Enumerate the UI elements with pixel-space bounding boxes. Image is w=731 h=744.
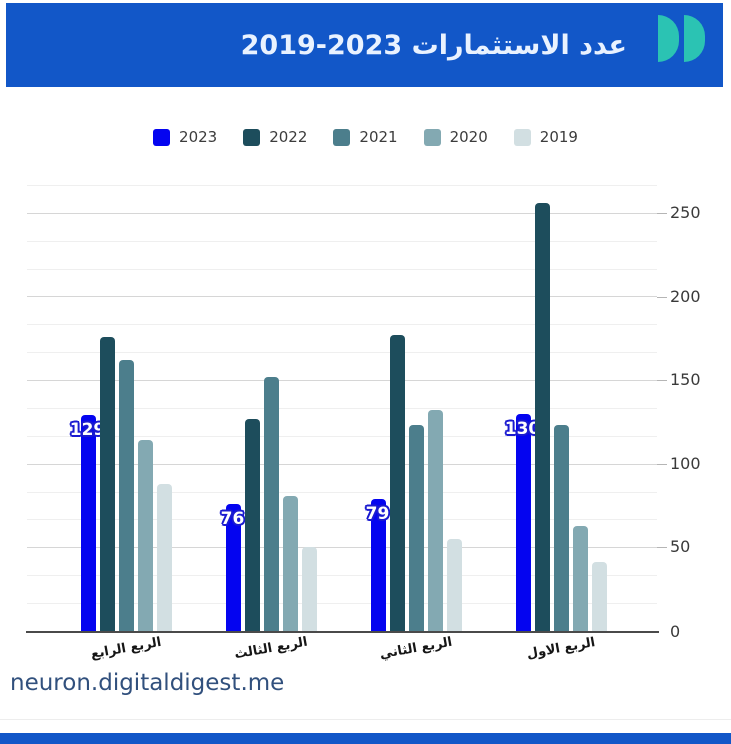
bottom-accent-bar bbox=[0, 733, 731, 744]
y-tick-label: 100 bbox=[670, 453, 701, 473]
bar-2023-الربع الثاني bbox=[370, 498, 386, 631]
legend-item-2022: 2022 bbox=[243, 128, 307, 146]
bar-2020-الربع الرابع bbox=[137, 440, 153, 631]
y-tick bbox=[657, 380, 667, 382]
bar-2021-الربع الرابع bbox=[118, 360, 134, 631]
bar-2020-الربع الثاني bbox=[427, 410, 443, 631]
bar-value-label: 76 bbox=[220, 508, 245, 529]
gridline bbox=[27, 435, 657, 437]
logo-half-disc-right-icon bbox=[684, 15, 705, 62]
gridline bbox=[27, 352, 657, 354]
bar-2019-الربع الثاني bbox=[446, 539, 462, 631]
legend-item-2019: 2019 bbox=[513, 128, 578, 146]
gridline bbox=[27, 463, 657, 465]
y-tick-label: 200 bbox=[670, 286, 701, 306]
legend-item-2023: 2023 bbox=[153, 128, 217, 146]
gridline bbox=[27, 296, 657, 298]
logo-half-disc-left-icon bbox=[658, 15, 679, 62]
y-tick-label: 50 bbox=[670, 537, 691, 557]
y-tick bbox=[657, 212, 667, 214]
bar-2022-الربع الثاني bbox=[389, 334, 405, 631]
bar-value-label: 129 bbox=[69, 420, 106, 441]
legend-label: 2021 bbox=[359, 128, 398, 146]
legend-label: 2023 bbox=[179, 128, 218, 146]
legend-item-2021: 2021 bbox=[333, 128, 398, 146]
x-category-label: الربع الثاني bbox=[378, 634, 454, 663]
gridline bbox=[27, 324, 657, 326]
legend-swatch-icon bbox=[513, 128, 531, 146]
legend-swatch-icon bbox=[333, 128, 351, 146]
bar-2022-الربع الثالث bbox=[244, 418, 260, 631]
header-banner: عدد الاستثمارات 2023-2019 bbox=[6, 3, 723, 87]
y-tick-label: 150 bbox=[670, 370, 701, 390]
bar-2021-الربع الاول bbox=[553, 425, 569, 631]
gridline bbox=[27, 380, 657, 382]
x-category-label: الربع الثالث bbox=[233, 634, 309, 663]
y-tick bbox=[657, 463, 667, 465]
bar-2023-الربع الرابع bbox=[80, 415, 96, 631]
legend-swatch-icon bbox=[423, 128, 441, 146]
gridline bbox=[27, 407, 657, 409]
y-tick-label: 0 bbox=[670, 622, 681, 642]
x-axis-line bbox=[26, 631, 659, 633]
footer-divider bbox=[0, 719, 731, 720]
y-tick bbox=[657, 296, 667, 298]
legend-swatch-icon bbox=[153, 128, 171, 146]
x-category-label: الربع الرابع bbox=[89, 634, 163, 663]
gridline bbox=[27, 547, 657, 549]
legend-label: 2022 bbox=[269, 128, 308, 146]
gridline bbox=[27, 268, 657, 270]
gridline bbox=[27, 212, 657, 214]
gridline bbox=[27, 575, 657, 577]
legend-item-2020: 2020 bbox=[423, 128, 488, 146]
bar-2020-الربع الاول bbox=[572, 525, 588, 631]
bar-value-label: 79 bbox=[365, 503, 390, 524]
gridline bbox=[27, 519, 657, 521]
brand-logo bbox=[658, 15, 705, 62]
chart-legend: 2023 2022 2021 2020 2019 bbox=[0, 128, 731, 146]
y-tick bbox=[657, 547, 667, 549]
bar-2020-الربع الثالث bbox=[282, 495, 298, 631]
bar-2021-الربع الثالث bbox=[263, 376, 279, 631]
gridline bbox=[27, 240, 657, 242]
bar-2022-الربع الرابع bbox=[99, 336, 115, 631]
bar-2022-الربع الاول bbox=[534, 202, 550, 631]
bar-2021-الربع الثاني bbox=[408, 425, 424, 631]
bar-2019-الربع الاول bbox=[591, 562, 607, 631]
page-title: عدد الاستثمارات 2023-2019 bbox=[240, 29, 627, 61]
bar-2023-الربع الاول bbox=[515, 413, 531, 631]
x-category-label: الربع الاول bbox=[525, 635, 597, 662]
legend-label: 2020 bbox=[449, 128, 488, 146]
bar-2023-الربع الثالث bbox=[225, 503, 241, 631]
gridline bbox=[27, 184, 657, 186]
legend-label: 2019 bbox=[539, 128, 578, 146]
y-tick-label: 250 bbox=[670, 202, 701, 222]
legend-swatch-icon bbox=[243, 128, 261, 146]
bar-2019-الربع الثالث bbox=[301, 547, 317, 631]
footer-link[interactable]: neuron.digitaldigest.me bbox=[10, 670, 285, 696]
gridline bbox=[27, 491, 657, 493]
gridline bbox=[27, 603, 657, 605]
bar-2019-الربع الرابع bbox=[156, 483, 172, 631]
bar-value-label: 130 bbox=[504, 418, 541, 439]
